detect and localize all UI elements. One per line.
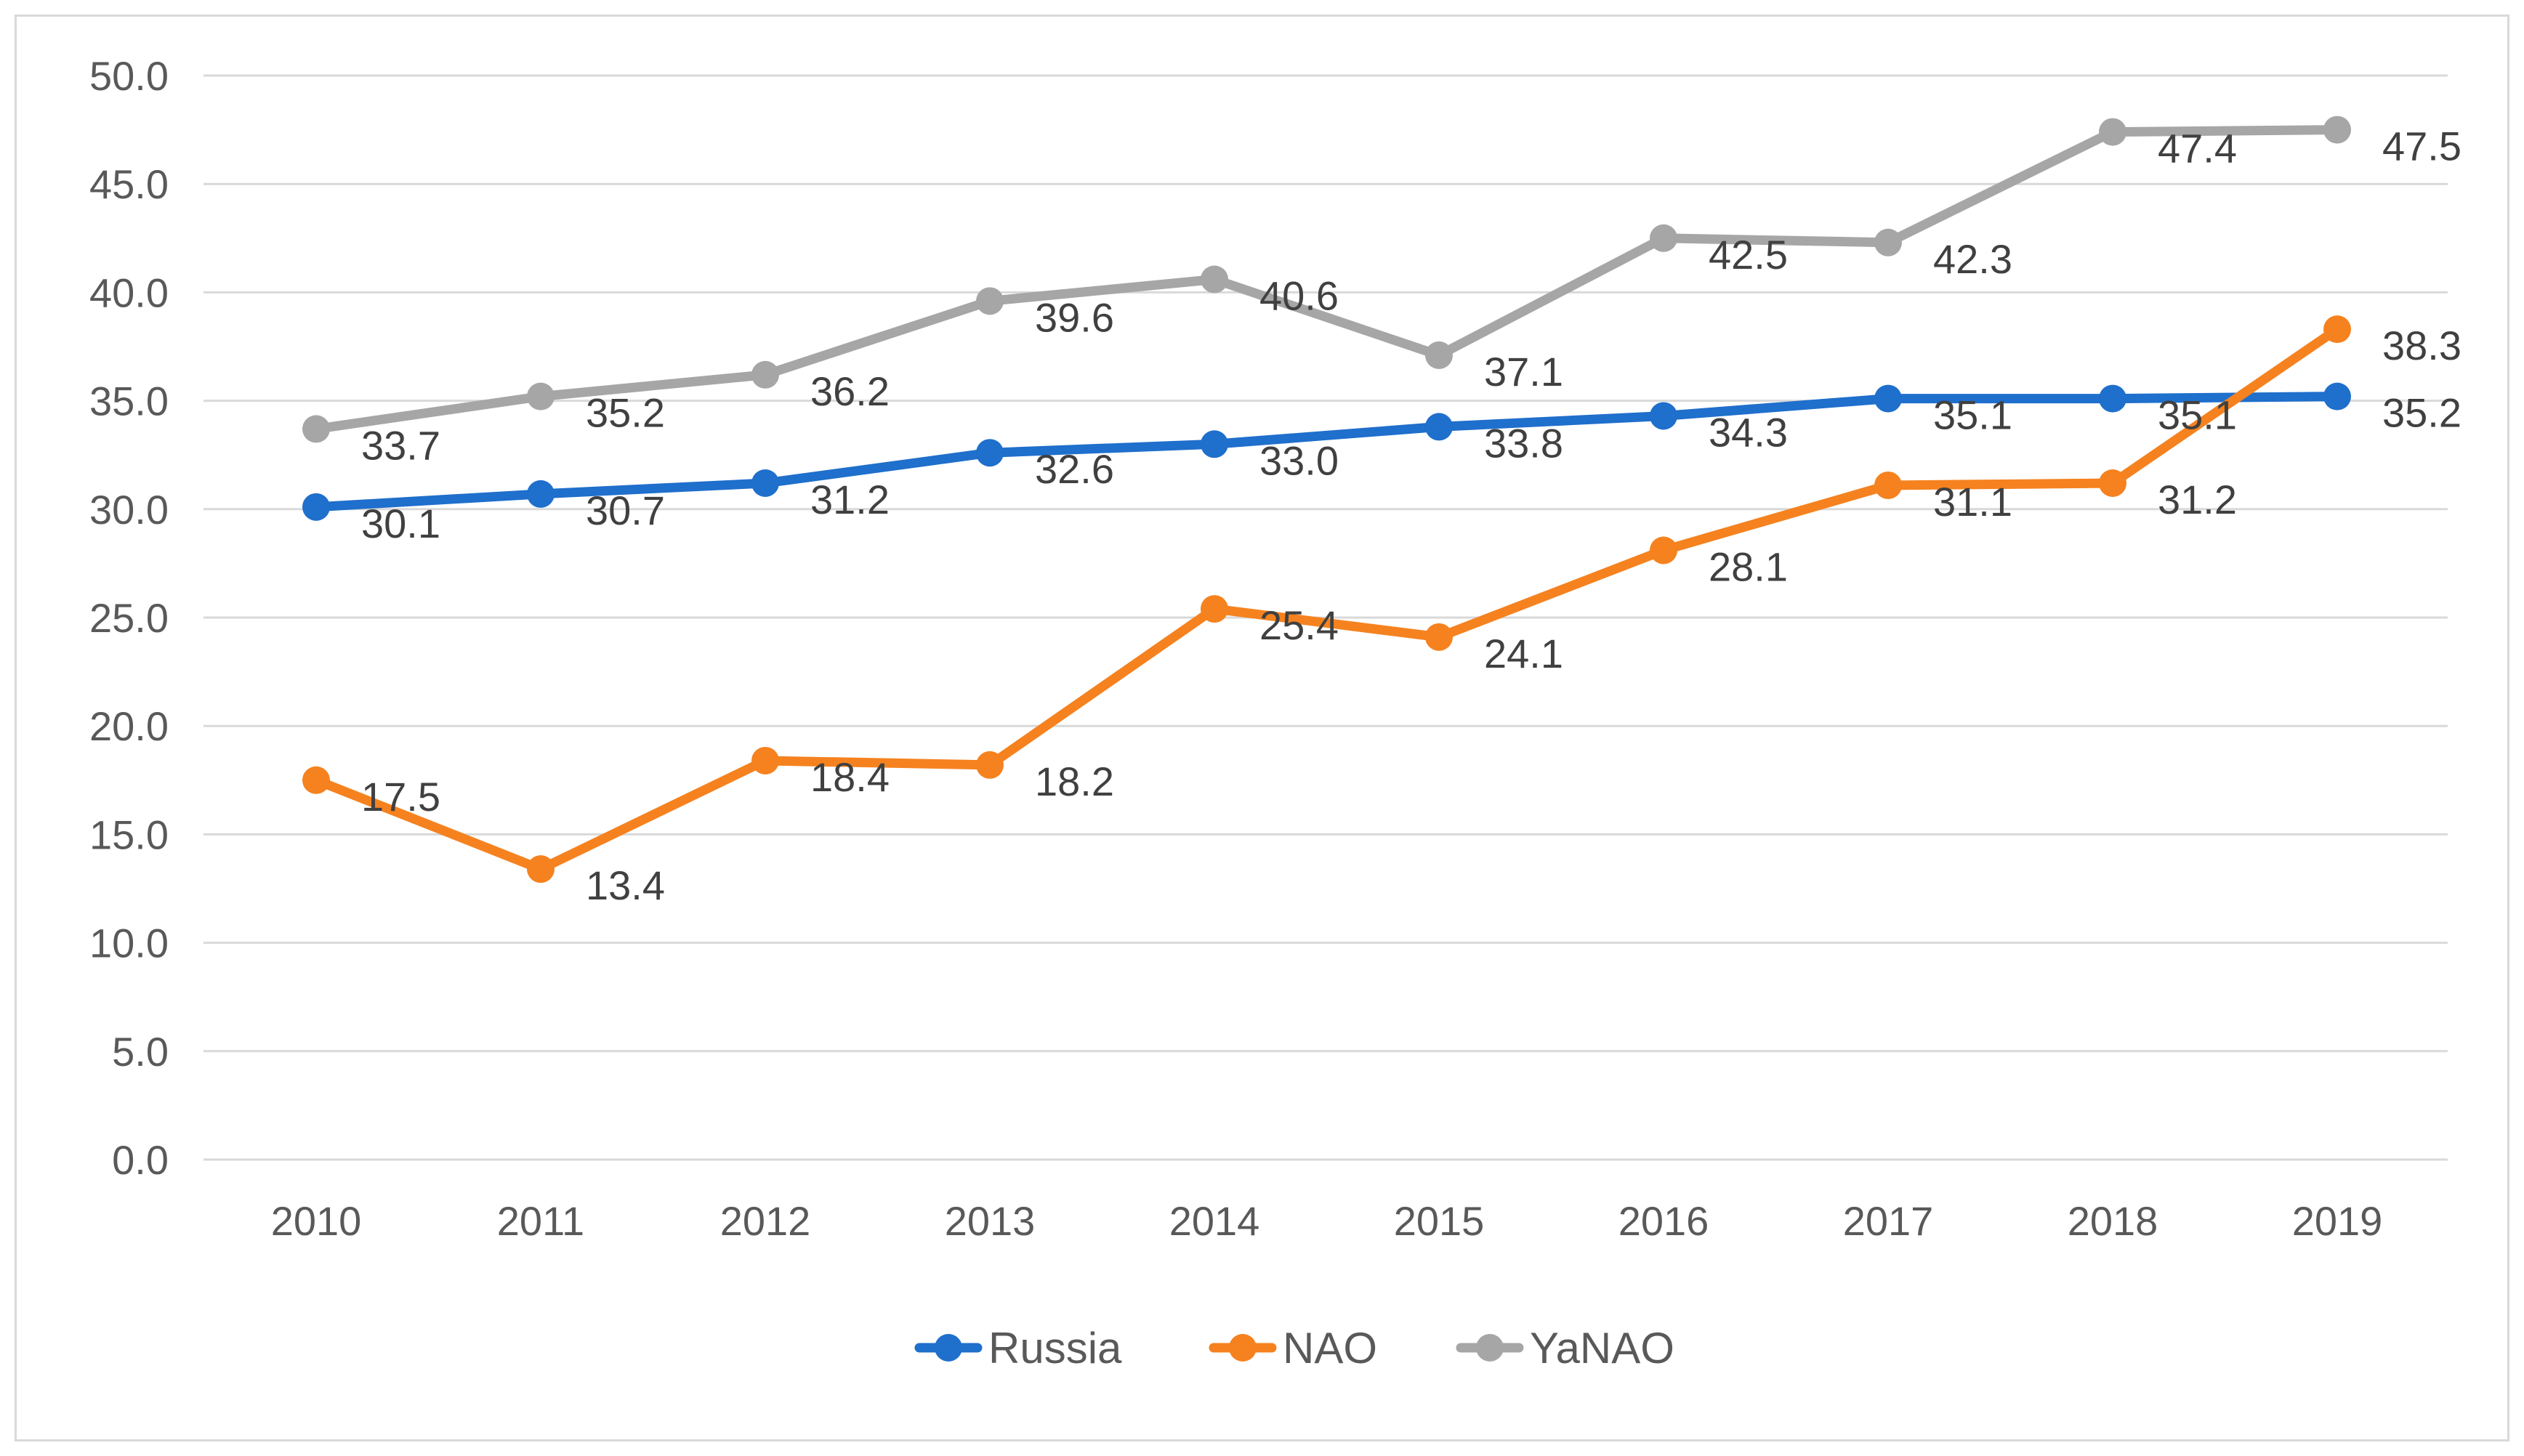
data-label-nao: 31.2	[2158, 477, 2237, 522]
data-labels: 30.1 30.7 31.2 32.6 33.0 33.8 34.3 35.1 35.1 35.2…	[361, 124, 2461, 909]
data-label-russia: 33.0	[1259, 437, 1339, 483]
data-point-nao	[2323, 315, 2351, 344]
data-label-yanao: 42.3	[1933, 236, 2012, 282]
data-point-russia	[527, 480, 555, 508]
x-tick-label: 2019	[2292, 1198, 2383, 1244]
data-point-yanao	[1425, 341, 1453, 369]
x-tick-label: 2013	[945, 1198, 1036, 1244]
data-label-nao: 17.5	[361, 774, 440, 820]
y-tick-label: 15.0	[89, 812, 169, 857]
data-point-russia	[1425, 413, 1453, 441]
y-axis-ticks: 0.0 5.0 10.0 15.0 20.0 25.0 30.0 35.0 40.0 45.0 50…	[89, 53, 169, 1183]
data-label-russia: 35.2	[2382, 390, 2461, 436]
legend-label-nao: NAO	[1283, 1324, 1377, 1372]
legend-label-russia: Russia	[988, 1324, 1122, 1372]
y-tick-label: 0.0	[112, 1137, 169, 1183]
data-label-nao: 24.1	[1484, 631, 1563, 676]
gridlines	[203, 74, 2448, 1161]
legend: Russia NAO YaNAO	[914, 1324, 1674, 1372]
x-tick-label: 2010	[271, 1198, 362, 1244]
data-label-nao: 28.1	[1709, 543, 1788, 589]
data-label-russia: 30.7	[586, 488, 665, 533]
data-point-russia	[1874, 384, 1902, 413]
data-point-yanao	[302, 415, 330, 443]
data-label-nao: 18.2	[1035, 759, 1114, 804]
data-label-nao: 13.4	[586, 862, 665, 908]
y-tick-label: 25.0	[89, 595, 169, 641]
data-point-russia	[302, 493, 330, 521]
data-label-nao: 31.1	[1933, 479, 2012, 525]
x-tick-label: 2014	[1169, 1198, 1260, 1244]
data-label-russia: 32.6	[1035, 446, 1114, 492]
data-label-russia: 35.1	[1933, 392, 2012, 438]
data-label-nao: 18.4	[810, 754, 890, 800]
data-point-yanao	[1201, 265, 1228, 294]
y-tick-label: 30.0	[89, 487, 169, 533]
data-label-yanao: 36.2	[810, 368, 890, 414]
data-point-yanao	[2323, 116, 2351, 144]
data-point-yanao	[527, 382, 555, 410]
data-point-yanao	[2099, 118, 2126, 146]
data-label-yanao: 35.2	[586, 390, 665, 436]
data-point-nao	[302, 766, 330, 794]
y-tick-label: 20.0	[89, 703, 169, 749]
data-point-nao	[1650, 536, 1677, 565]
data-point-nao	[1874, 471, 1902, 499]
data-label-yanao: 37.1	[1484, 349, 1563, 395]
data-point-nao	[1201, 595, 1228, 623]
series-line-russia	[311, 392, 2342, 512]
data-point-yanao	[976, 287, 1004, 315]
data-label-yanao: 47.5	[2382, 124, 2461, 169]
data-label-yanao: 40.6	[1259, 272, 1339, 318]
x-tick-label: 2011	[497, 1198, 584, 1244]
y-tick-label: 45.0	[89, 161, 169, 207]
data-point-russia	[1201, 430, 1228, 458]
data-point-russia	[2099, 384, 2126, 413]
data-point-nao	[976, 751, 1004, 779]
series-line-yanao	[311, 125, 2342, 434]
x-tick-label: 2018	[2068, 1198, 2158, 1244]
chart-frame	[15, 15, 2509, 1441]
data-point-nao	[2099, 469, 2126, 497]
series-line-nao	[311, 324, 2342, 874]
y-tick-label: 10.0	[89, 921, 169, 966]
series-lines	[302, 116, 2351, 883]
data-point-russia	[2323, 382, 2351, 410]
y-tick-label: 50.0	[89, 53, 169, 99]
data-label-russia: 33.8	[1484, 420, 1563, 466]
data-point-yanao	[1650, 224, 1677, 252]
data-point-nao	[1425, 623, 1453, 651]
data-point-russia	[1650, 402, 1677, 430]
legend-marker-nao	[1229, 1334, 1257, 1362]
data-point-russia	[976, 439, 1004, 467]
data-label-nao: 25.4	[1259, 602, 1339, 648]
data-label-russia: 34.3	[1709, 409, 1788, 455]
data-label-yanao: 42.5	[1709, 232, 1788, 278]
data-point-nao	[527, 855, 555, 883]
legend-marker-russia	[935, 1334, 962, 1362]
data-point-nao	[751, 746, 779, 774]
x-axis-ticks: 2010 2011 2012 2013 2014 2015 2016 2017 2018 2019	[271, 1198, 2383, 1244]
x-tick-label: 2015	[1394, 1198, 1485, 1244]
data-label-yanao: 47.4	[2158, 126, 2237, 171]
x-tick-label: 2017	[1843, 1198, 1934, 1244]
data-point-russia	[751, 469, 779, 497]
data-label-russia: 31.2	[810, 477, 890, 522]
data-label-yanao: 33.7	[361, 422, 440, 468]
data-point-yanao	[1874, 228, 1902, 256]
x-tick-label: 2016	[1618, 1198, 1709, 1244]
y-tick-label: 40.0	[89, 270, 169, 315]
legend-label-yanao: YaNAO	[1530, 1324, 1674, 1372]
data-point-yanao	[751, 360, 779, 389]
y-tick-label: 35.0	[89, 379, 169, 424]
data-label-yanao: 39.6	[1035, 294, 1114, 340]
data-label-russia: 35.1	[2158, 392, 2237, 438]
legend-marker-yanao	[1476, 1334, 1504, 1362]
data-label-russia: 30.1	[361, 501, 440, 546]
y-tick-label: 5.0	[112, 1029, 169, 1075]
x-tick-label: 2012	[720, 1198, 811, 1244]
data-label-nao: 38.3	[2382, 323, 2461, 368]
